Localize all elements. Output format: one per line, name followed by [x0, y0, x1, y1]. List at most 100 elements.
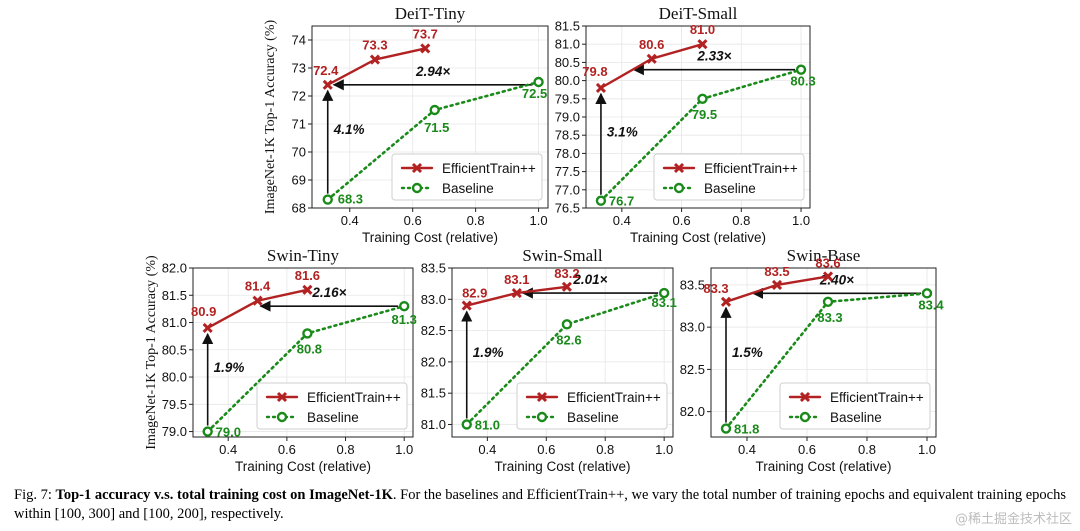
x-tick-label: 1.0 — [530, 213, 548, 228]
y-tick-label: 82.0 — [680, 404, 705, 419]
legend-label: EfficientTrain++ — [704, 161, 798, 176]
series-line-efficienttrain — [724, 275, 830, 303]
data-label-efficienttrain: 83.5 — [764, 264, 789, 279]
panel-1: 0.4 0.6 0.8 1.0 76.5 77.0 77.5 78.0 78.5 79.0 79.5… — [555, 4, 816, 245]
data-label-efficienttrain: 79.8 — [582, 64, 607, 79]
legend-marker-baseline — [799, 411, 811, 423]
plot-frame — [311, 25, 549, 209]
marker-x-stroke — [420, 43, 431, 54]
data-label-baseline: 81.3 — [392, 312, 417, 327]
legend-marker-baseline — [536, 411, 548, 423]
x-tick-label: 1.0 — [655, 442, 673, 457]
data-point-efficienttrain — [252, 295, 263, 306]
data-label-efficienttrain: 83.1 — [504, 272, 529, 287]
legend-label: Baseline — [567, 410, 619, 425]
x-tick-label: 1.0 — [792, 213, 810, 228]
y-tick-label: 82.5 — [680, 362, 705, 377]
x-tick-label: 0.8 — [732, 213, 750, 228]
data-point-baseline — [822, 296, 834, 307]
legend-label: Baseline — [442, 181, 494, 196]
legend-marker-efficienttrain — [276, 391, 288, 403]
y-tick-label: 79.5 — [555, 91, 580, 106]
y-tick-label: 80.0 — [555, 73, 580, 88]
chart-title: Swin-Tiny — [267, 246, 340, 265]
data-point-efficienttrain — [822, 271, 834, 282]
data-label-baseline: 83.1 — [652, 295, 677, 310]
data-label-baseline: 68.3 — [338, 192, 363, 207]
data-label-baseline: 83.4 — [918, 297, 944, 312]
data-label-efficienttrain: 80.9 — [191, 304, 216, 319]
data-point-efficienttrain — [511, 287, 522, 299]
marker-x-stroke — [822, 271, 834, 282]
data-label-baseline: 81.0 — [475, 417, 500, 432]
legend-box — [779, 382, 931, 430]
legend-label: Baseline — [830, 410, 882, 425]
y-tick-label: 81.0 — [162, 315, 187, 330]
chart-title: DeiT-Tiny — [395, 4, 466, 23]
y-tick-label: 83.0 — [680, 320, 705, 335]
data-label-baseline: 76.7 — [609, 194, 634, 209]
data-label-efficienttrain: 73.3 — [362, 38, 387, 53]
y-tick-label: 68 — [292, 201, 306, 216]
legend-label: Baseline — [704, 181, 756, 196]
legend-box — [516, 382, 668, 430]
legend-box — [391, 153, 543, 201]
data-point-baseline — [461, 419, 472, 430]
data-point-baseline — [795, 64, 807, 75]
legend-marker-baseline — [411, 182, 423, 194]
x-tick-label: 0.8 — [336, 442, 354, 457]
legend-marker-baseline — [276, 411, 288, 423]
data-point-baseline — [202, 426, 213, 437]
y-tick-label: 79.0 — [162, 424, 187, 439]
x-tick-label: 0.6 — [537, 442, 555, 457]
gain-annotation: 4.1% — [333, 122, 365, 137]
y-tick-label: 82.5 — [421, 323, 446, 338]
y-tick-label: 81.5 — [421, 386, 446, 401]
data-label-efficienttrain: 81.4 — [245, 279, 271, 294]
gain-annotation: 3.1% — [607, 124, 638, 139]
x-tick-label: 0.4 — [738, 442, 756, 457]
data-point-baseline — [429, 104, 440, 116]
data-point-baseline — [720, 423, 732, 434]
data-point-baseline — [595, 195, 607, 206]
marker-x-stroke — [595, 82, 606, 93]
marker-x-stroke — [252, 295, 263, 306]
marker-x-stroke — [561, 281, 572, 292]
y-tick-label: 74 — [292, 33, 306, 48]
x-tick-label: 0.6 — [404, 213, 422, 228]
data-label-baseline: 72.5 — [522, 86, 547, 101]
data-point-baseline — [399, 300, 410, 312]
data-label-efficienttrain: 81.0 — [690, 22, 715, 37]
marker-x-stroke — [720, 296, 732, 307]
y-tick-label: 83.5 — [680, 277, 705, 292]
data-label-efficienttrain: 72.4 — [313, 63, 339, 78]
legend-marker-efficienttrain — [536, 391, 548, 403]
legend-marker-efficienttrain — [799, 391, 811, 403]
legend-marker-efficienttrain — [673, 162, 685, 174]
legend-label: EfficientTrain++ — [567, 390, 661, 405]
marker-x-stroke — [369, 54, 380, 65]
data-point-efficienttrain — [720, 296, 732, 307]
data-label-baseline: 71.5 — [424, 120, 449, 135]
x-axis-label: Training Cost (relative) — [235, 459, 371, 474]
y-tick-label: 80.0 — [162, 370, 187, 385]
data-label-efficienttrain: 73.7 — [413, 26, 438, 41]
y-tick-label: 78.5 — [555, 128, 580, 143]
marker-x-stroke — [771, 279, 783, 290]
data-point-efficienttrain — [697, 39, 708, 50]
ratio-annotation: 2.94× — [415, 64, 450, 79]
y-tick-label: 71 — [292, 117, 306, 132]
y-tick-label: 78.0 — [555, 146, 580, 161]
marker-x-stroke — [276, 391, 288, 403]
y-tick-label: 73 — [292, 61, 306, 76]
data-point-efficienttrain — [302, 284, 313, 295]
data-point-efficienttrain — [420, 43, 431, 54]
marker-x-stroke — [461, 300, 472, 311]
gain-annotation: 1.5% — [732, 345, 763, 360]
data-point-efficienttrain — [561, 281, 572, 292]
data-point-baseline — [302, 328, 313, 339]
data-point-baseline — [921, 288, 933, 299]
data-point-baseline — [658, 287, 670, 299]
x-tick-label: 0.4 — [219, 442, 237, 457]
y-tick-label: 79.0 — [555, 110, 580, 125]
